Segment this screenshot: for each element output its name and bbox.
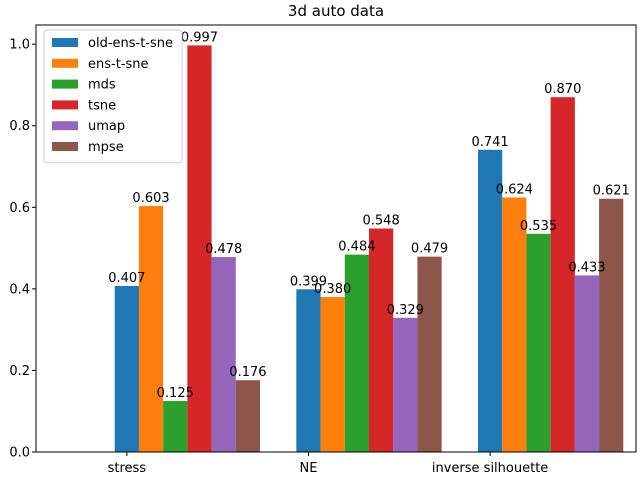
data-label: 0.535	[520, 219, 557, 234]
x-tick-label: inverse silhouette	[432, 461, 548, 476]
chart-title: 3d auto data	[288, 2, 384, 20]
data-label: 0.479	[411, 242, 448, 257]
data-label: 0.603	[132, 191, 169, 206]
legend-entry-ens-t-sne: ens-t-sne	[88, 57, 149, 72]
legend-swatch-tsne	[52, 100, 78, 110]
data-label: 0.176	[229, 365, 266, 380]
legend-entry-tsne: tsne	[88, 98, 116, 113]
x-tick-label: NE	[299, 461, 317, 476]
y-tick-label: 0.6	[9, 201, 30, 216]
data-label: 0.380	[314, 282, 351, 297]
bar-tsne-NE	[369, 228, 394, 452]
data-label: 0.624	[496, 183, 533, 198]
legend-swatch-mpse	[52, 142, 78, 151]
data-label: 0.125	[157, 386, 194, 401]
data-label: 0.741	[471, 135, 508, 150]
bar-old-ens-t-sne-stress	[114, 286, 139, 452]
bar-tsne-inverse-silhouette	[550, 97, 575, 452]
legend-entry-mds: mds	[88, 78, 116, 93]
bar-umap-stress	[211, 257, 236, 452]
bars-group	[114, 45, 624, 453]
data-label: 0.484	[338, 240, 375, 255]
y-tick-label: 0.8	[9, 119, 30, 134]
y-tick-label: 1.0	[9, 38, 30, 53]
y-tick-label: 0.2	[9, 364, 30, 379]
data-label: 0.329	[387, 303, 424, 318]
bar-ens-t-sne-stress	[138, 206, 164, 452]
legend-swatch-umap	[52, 121, 78, 131]
bar-mds-stress	[163, 401, 188, 452]
x-tick-label: stress	[108, 461, 147, 476]
data-label: 0.621	[593, 184, 630, 199]
legend-entry-mpse: mpse	[88, 140, 124, 155]
plot-frame	[35, 24, 637, 453]
data-label: 0.478	[205, 242, 242, 257]
bar-mds-inverse-silhouette	[526, 233, 551, 452]
data-label: 0.433	[568, 260, 605, 275]
legend-swatch-mds	[52, 79, 78, 89]
bar-umap-NE	[393, 317, 418, 452]
bar-ens-t-sne-inverse-silhouette	[502, 197, 527, 452]
bar-mpse-stress	[235, 380, 261, 452]
y-tick-label: 0.4	[9, 282, 30, 297]
bar-old-ens-t-sne-inverse-silhouette	[477, 149, 503, 453]
bar-labels-group: 0.407 0.399 0.741 0.603 0.380 0.624 0.125 0.484…	[108, 30, 630, 401]
legend-entry-umap: umap	[88, 119, 125, 134]
bar-mpse-inverse-silhouette	[599, 198, 624, 452]
legend-swatch-ens-t-sne	[52, 58, 78, 68]
data-label: 0.870	[544, 82, 581, 97]
y-tick-label: 0.0	[9, 446, 30, 461]
bar-umap-inverse-silhouette	[574, 275, 600, 452]
data-label: 0.548	[363, 214, 400, 229]
bar-mpse-NE	[417, 256, 442, 452]
bar-ens-t-sne-NE	[320, 297, 345, 452]
legend: old-ens-t-sne ens-t-sne mds tsne umap mpse	[43, 29, 183, 164]
data-label: 0.399	[290, 274, 327, 289]
bar-tsne-stress	[187, 45, 212, 452]
bar-mds-NE	[344, 254, 369, 452]
legend-frame	[43, 29, 183, 164]
bar-old-ens-t-sne-NE	[296, 289, 321, 452]
data-label: 0.997	[181, 30, 218, 45]
legend-swatch-old-ens-t-sne	[52, 38, 78, 47]
axes-group: 0.0 0.2 0.4 0.6 0.8 1.0 stress NE inverse silhou…	[9, 24, 637, 476]
data-label: 0.407	[108, 271, 145, 286]
legend-entry-old-ens-t-sne: old-ens-t-sne	[88, 36, 173, 51]
